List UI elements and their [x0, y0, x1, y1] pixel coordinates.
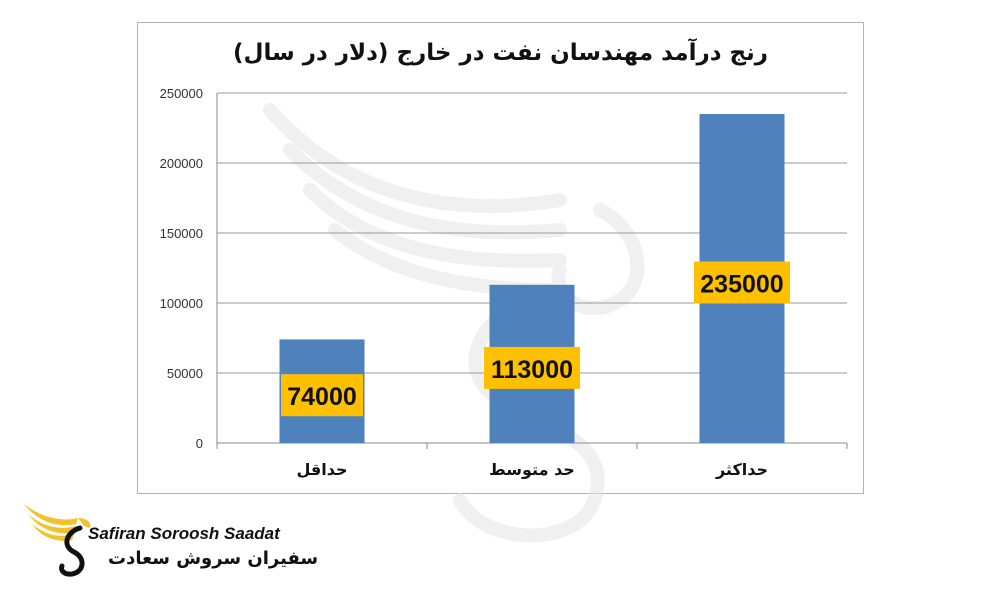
data-label-background [694, 261, 790, 304]
y-tick-label: 250000 [160, 86, 203, 101]
y-tick-label: 150000 [160, 226, 203, 241]
x-category-label: حداقل [296, 460, 347, 479]
data-label: 74000 [287, 383, 357, 411]
data-label-background [281, 374, 363, 417]
data-label: 235000 [700, 271, 783, 299]
x-category-label: حداکثر [715, 460, 768, 479]
y-tick-label: 50000 [167, 366, 203, 381]
data-label: 113000 [491, 356, 573, 384]
y-tick-label: 200000 [160, 156, 203, 171]
logo-latin-text: Safiran Soroosh Saadat [88, 524, 280, 543]
x-category-label: حد متوسط [489, 460, 575, 479]
phoenix-logo-icon [24, 504, 91, 577]
data-label-background [484, 346, 580, 389]
company-logo: Safiran Soroosh Saadat سفیران سروش سعادت [22, 496, 318, 586]
chart-title: رنج درآمد مهندسان نفت در خارج (دلار در س… [232, 40, 768, 66]
y-tick-label: 100000 [160, 296, 203, 311]
y-tick-label: 0 [196, 436, 203, 451]
logo-persian-text: سفیران سروش سعادت [108, 548, 319, 569]
